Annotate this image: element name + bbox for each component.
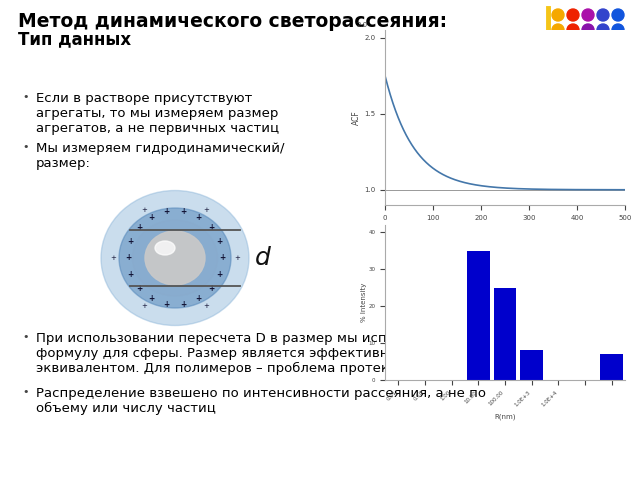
Circle shape <box>612 24 624 36</box>
Text: +: + <box>216 270 222 278</box>
Text: +: + <box>195 213 202 222</box>
Text: Если в растворе присутствуют: Если в растворе присутствуют <box>36 92 252 105</box>
Text: +: + <box>208 223 214 232</box>
Text: +: + <box>208 284 214 293</box>
Text: +: + <box>203 206 209 213</box>
Text: d: d <box>255 246 271 270</box>
Text: +: + <box>195 294 202 303</box>
Text: +: + <box>110 255 116 261</box>
Circle shape <box>552 69 564 81</box>
Circle shape <box>612 9 624 21</box>
Bar <box>600 354 623 380</box>
Text: +: + <box>148 213 155 222</box>
Circle shape <box>612 39 624 51</box>
Text: +: + <box>180 300 186 309</box>
Ellipse shape <box>101 191 249 325</box>
Text: +: + <box>180 207 186 216</box>
Circle shape <box>552 24 564 36</box>
Text: +: + <box>216 238 222 246</box>
X-axis label: Delay Time (μsec): Delay Time (μsec) <box>470 226 540 235</box>
Circle shape <box>597 24 609 36</box>
Circle shape <box>552 9 564 21</box>
Bar <box>493 288 516 380</box>
Text: +: + <box>125 253 131 263</box>
Ellipse shape <box>155 241 175 255</box>
Circle shape <box>597 9 609 21</box>
Text: Распределение взвешено по интенсивности рассеяния, а не по: Распределение взвешено по интенсивности … <box>36 387 486 400</box>
Text: +: + <box>203 303 209 310</box>
Text: +: + <box>128 270 134 278</box>
Text: +: + <box>136 284 142 293</box>
Text: +: + <box>234 255 240 261</box>
Text: Тип данных: Тип данных <box>18 30 131 48</box>
Text: объему или числу частиц: объему или числу частиц <box>36 402 216 415</box>
Text: +: + <box>136 223 142 232</box>
Text: агрегатов, а не первичных частиц: агрегатов, а не первичных частиц <box>36 122 279 135</box>
Text: Метод динамического светорассеяния:: Метод динамического светорассеяния: <box>18 12 447 31</box>
Text: •: • <box>22 387 29 397</box>
Circle shape <box>582 24 594 36</box>
Circle shape <box>552 54 564 66</box>
Ellipse shape <box>119 208 231 308</box>
Text: •: • <box>22 142 29 152</box>
Ellipse shape <box>132 220 218 296</box>
Ellipse shape <box>145 231 205 285</box>
Circle shape <box>552 39 564 51</box>
Bar <box>467 251 490 380</box>
Circle shape <box>597 39 609 51</box>
Circle shape <box>597 54 609 66</box>
Circle shape <box>567 9 579 21</box>
Text: агрегаты, то мы измеряем размер: агрегаты, то мы измеряем размер <box>36 107 278 120</box>
Text: размер:: размер: <box>36 157 91 170</box>
Circle shape <box>582 39 594 51</box>
Text: формулу для сферы. Размер является эффективным сферическим: формулу для сферы. Размер является эффек… <box>36 347 508 360</box>
Text: +: + <box>141 303 147 310</box>
Text: При использовании пересчета D в размер мы использовали: При использовании пересчета D в размер м… <box>36 332 460 345</box>
Circle shape <box>612 69 624 81</box>
Text: 2.0: 2.0 <box>356 22 367 28</box>
Text: +: + <box>148 294 155 303</box>
Bar <box>520 350 543 380</box>
Text: •: • <box>22 332 29 342</box>
Circle shape <box>582 54 594 66</box>
Circle shape <box>567 24 579 36</box>
Text: эквивалентом. Для полимеров – проблема протекаемости глобулы: эквивалентом. Для полимеров – проблема п… <box>36 362 510 375</box>
Text: +: + <box>141 206 147 213</box>
Text: +: + <box>128 238 134 246</box>
X-axis label: R(nm): R(nm) <box>494 413 516 420</box>
Text: +: + <box>219 253 225 263</box>
Circle shape <box>567 39 579 51</box>
Text: •: • <box>22 92 29 102</box>
Text: Мы измеряем гидродинамический/: Мы измеряем гидродинамический/ <box>36 142 285 155</box>
Y-axis label: % Intensity: % Intensity <box>361 283 367 322</box>
Y-axis label: ACF: ACF <box>352 110 361 125</box>
Text: +: + <box>164 207 170 216</box>
Circle shape <box>582 9 594 21</box>
Text: +: + <box>164 300 170 309</box>
Circle shape <box>567 54 579 66</box>
